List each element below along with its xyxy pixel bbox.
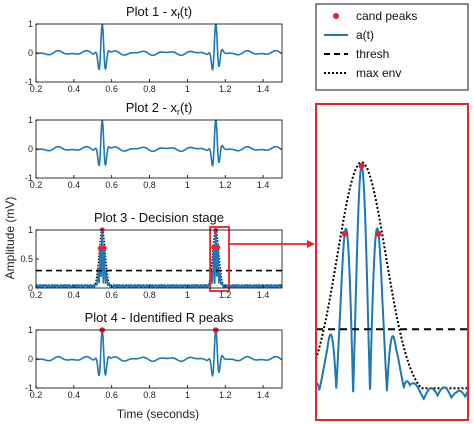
- panel-title-main: Plot 2 - x: [126, 100, 178, 115]
- x-tick-label: 0.8: [143, 390, 156, 400]
- zoom-series-a-t: [316, 164, 468, 401]
- series-max-env: [36, 230, 282, 286]
- y-tick-label: 0.5: [20, 254, 33, 264]
- zoom-connector: [229, 240, 315, 248]
- zoom-cand-peak-point: [358, 162, 365, 169]
- x-tick-label: 1.4: [257, 84, 270, 94]
- x-tick-label: 0.8: [143, 84, 156, 94]
- x-tick-label: 0.4: [68, 390, 81, 400]
- legend-label: max env: [356, 66, 401, 80]
- connector-arrowhead: [307, 240, 315, 248]
- panel-title-main: Plot 4 - Identified R peaks: [85, 310, 234, 325]
- y-axis-label: Amplitude (mV): [3, 197, 17, 280]
- y-tick-label: 0: [28, 144, 33, 154]
- y-tick-label: 1: [28, 225, 33, 235]
- panel-title-tail: (t): [180, 4, 192, 19]
- panel-3: Plot 3 - Decision stage 0.2 0.4 0.6 0.8 1 1.2 1…: [20, 210, 283, 300]
- x-tick-label: 0.8: [143, 290, 156, 300]
- panel-title-tail: (t): [180, 100, 192, 115]
- x-tick-label: 0.4: [68, 290, 81, 300]
- series-signal: [36, 120, 282, 168]
- panel-2: Plot 2 - xr(t) 0.2 0.4 0.6 0.8 1 1.2 1.4 -1 0 1: [25, 100, 283, 190]
- x-tick-label: 0.6: [105, 84, 118, 94]
- legend-label: cand peaks: [356, 9, 417, 23]
- x-tick-label: 0.2: [30, 390, 43, 400]
- y-tick-label: -1: [25, 383, 33, 393]
- zoom-cand-peak-point: [375, 230, 382, 237]
- axes-frame: [35, 229, 283, 289]
- highlight-box: [209, 226, 230, 292]
- legend-box: [315, 3, 469, 91]
- x-tick-label: 1: [185, 180, 190, 190]
- panel-4: Plot 4 - Identified R peaks 0.2 0.4 0.6 0.8 1…: [25, 310, 283, 400]
- x-tick-label: 0.2: [30, 84, 43, 94]
- cand-peak-point: [101, 245, 107, 251]
- series-signal: [36, 24, 282, 72]
- x-tick-label: 1.2: [219, 390, 232, 400]
- y-tick-label: 0: [28, 283, 33, 293]
- panel-title: Plot 1 - xf(t): [126, 4, 192, 21]
- cand-peak-point: [215, 244, 221, 250]
- panel-title-subscript: f: [177, 11, 180, 21]
- x-tick-label: 1: [185, 390, 190, 400]
- x-tick-label: 1.4: [257, 290, 270, 300]
- y-tick-label: 1: [28, 115, 33, 125]
- y-tick-label: -1: [25, 77, 33, 87]
- series-a-t: [36, 230, 282, 288]
- x-tick-label: 0.4: [68, 84, 81, 94]
- panel-title-main: Plot 3 - Decision stage: [94, 210, 224, 225]
- panels: Plot 1 - xf(t)0.2 0.4 0.6 0.8 1 1.2 1.4-101Plo…: [20, 4, 283, 400]
- x-tick-label: 0.4: [68, 180, 81, 190]
- x-tick-label: 1: [185, 84, 190, 94]
- x-tick-label: 1.2: [219, 290, 232, 300]
- y-tick-label: 0: [28, 354, 33, 364]
- legend-marker-cand-peaks: [333, 13, 339, 19]
- legend-label: a(t): [356, 28, 374, 42]
- y-tick-label: 1: [28, 19, 33, 29]
- zoom-frame: [315, 103, 469, 421]
- cand-peak-point: [97, 245, 103, 251]
- x-tick-label: 1.2: [219, 84, 232, 94]
- x-tick-label: 1: [185, 290, 190, 300]
- x-tick-label: 0.6: [105, 390, 118, 400]
- series-signal: [36, 330, 282, 378]
- cand-peak-point: [211, 244, 217, 250]
- zoom-cand-peak-point: [341, 230, 348, 237]
- panel-title-main: Plot 1 - x: [126, 4, 178, 19]
- x-tick-label: 0.8: [143, 180, 156, 190]
- x-axis-label: Time (seconds): [117, 407, 199, 421]
- x-tick-label: 1.2: [219, 180, 232, 190]
- x-tick-label: 0.2: [30, 290, 43, 300]
- zoom-panel: [315, 103, 469, 421]
- x-tick-label: 1.4: [257, 390, 270, 400]
- x-tick-label: 1.4: [257, 180, 270, 190]
- panel-title: Plot 2 - xr(t): [126, 100, 193, 117]
- x-tick-label: 0.6: [105, 180, 118, 190]
- panel-title: Plot 3 - Decision stage: [94, 210, 224, 225]
- y-tick-label: 0: [28, 48, 33, 58]
- x-tick-label: 0.6: [105, 290, 118, 300]
- legend-label: thresh: [356, 47, 389, 61]
- panel-1: Plot 1 - xf(t) 0.2 0.4 0.6 0.8 1 1.2 1.4 -1 0 1: [25, 4, 283, 94]
- y-tick-label: -1: [25, 173, 33, 183]
- panel-title: Plot 4 - Identified R peaks: [85, 310, 234, 325]
- cand-peak-point: [213, 228, 219, 233]
- panel-title-subscript: r: [177, 107, 180, 117]
- legend: cand peaks a(t) thresh max env: [315, 3, 469, 91]
- x-tick-label: 0.2: [30, 180, 43, 190]
- y-tick-label: 1: [28, 325, 33, 335]
